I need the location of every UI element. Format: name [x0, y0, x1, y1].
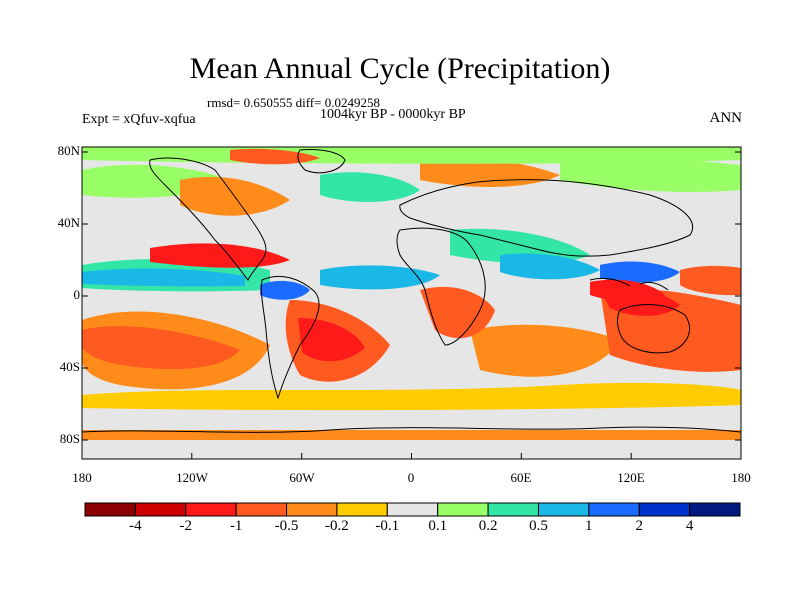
colorbar-label: -2: [179, 518, 193, 534]
coastline-africa: [396, 227, 486, 346]
coastline-australia: [617, 304, 690, 354]
season-label: ANN: [709, 110, 743, 126]
pattern-itcz-pacific-core: [82, 268, 245, 287]
pattern-w-pacific-dry: [680, 265, 741, 296]
colorbar-box: [487, 502, 539, 517]
y-axis-ticks: [82, 151, 741, 441]
x-tick-label: 180: [731, 470, 751, 485]
colorbar-box: [588, 502, 640, 517]
pattern-itcz-pacific-dry: [150, 243, 290, 268]
x-tick-label: 60E: [510, 470, 532, 485]
colorbar-box: [689, 502, 741, 517]
colorbar-box: [84, 502, 136, 517]
coastline-n-america: [149, 157, 267, 281]
stats-label: rmsd= 0.650555 diff= 0.0249258: [207, 95, 380, 110]
colorbar-label: 2: [635, 518, 643, 534]
colorbar-box: [286, 502, 338, 517]
pattern-maritime-wet: [600, 261, 680, 283]
colorbar-label: -0.5: [274, 518, 299, 534]
colorbar-box: [336, 502, 388, 517]
coastline-greenland: [297, 149, 346, 174]
coastline-s-america: [261, 276, 320, 400]
pattern-arabia-wet: [450, 228, 590, 264]
y-tick-label: 0: [73, 287, 81, 302]
pattern-amazon-wet: [260, 280, 310, 300]
pattern-s-atlantic-core: [298, 318, 365, 362]
x-tick-label: 120E: [617, 470, 645, 485]
y-tick-label: 40S: [59, 359, 80, 374]
experiment-label: Expt = xQfuv-xqfua: [82, 112, 196, 127]
colorbar-box: [386, 502, 439, 517]
pattern-siberia-wet: [560, 156, 741, 192]
colorbar-box: [638, 502, 691, 517]
colorbar-label: 0.5: [529, 518, 548, 534]
x-tick-label: 180: [72, 470, 92, 485]
pattern-indian-wet: [500, 253, 600, 280]
period-label: 1004kyr BP - 0000kyr BP: [320, 107, 466, 122]
coastline-indonesia: [589, 277, 669, 291]
coastline-antarctica: [82, 426, 741, 433]
coastline-eurasia: [399, 179, 693, 257]
colorbar-box: [437, 502, 489, 517]
colorbar-label: 0.2: [478, 518, 498, 534]
pattern-arctic-dry: [230, 148, 320, 165]
y-tick-label: 80N: [57, 143, 80, 158]
y-tick-label: 40N: [57, 215, 80, 230]
pattern-s-pacific-dry-core: [82, 326, 240, 370]
pattern-n-atlantic-wet: [320, 172, 420, 202]
y-tick-label: 80S: [59, 431, 80, 446]
colorbar-label: 4: [685, 518, 694, 534]
pattern-maritime-dry: [590, 279, 665, 302]
pattern-s-indian-dry: [470, 324, 620, 377]
colorbar-label: -0.2: [325, 518, 349, 534]
colorbar-label: 0.1: [428, 518, 448, 534]
colorbar-box: [537, 502, 590, 517]
x-tick-label: 0: [407, 470, 415, 485]
colorbar-box: [134, 502, 187, 517]
x-tick-label: 60W: [289, 470, 315, 485]
pattern-africa-dry: [420, 286, 495, 339]
map-title: Mean Annual Cycle (Precipitation): [189, 52, 611, 85]
colorbar-label: -1: [229, 518, 243, 534]
colorbar-label: -0.1: [375, 518, 400, 534]
x-axis-ticks: [81, 453, 742, 459]
colorbar-label: -4: [129, 518, 142, 534]
x-tick-label: 120W: [176, 470, 208, 485]
pattern-atlantic-wet: [320, 265, 440, 290]
pattern-southern-ocean-dry: [82, 382, 741, 411]
colorbar-box: [185, 502, 237, 517]
colorbar-box: [235, 502, 288, 517]
colorbar-label: 1: [585, 518, 593, 534]
